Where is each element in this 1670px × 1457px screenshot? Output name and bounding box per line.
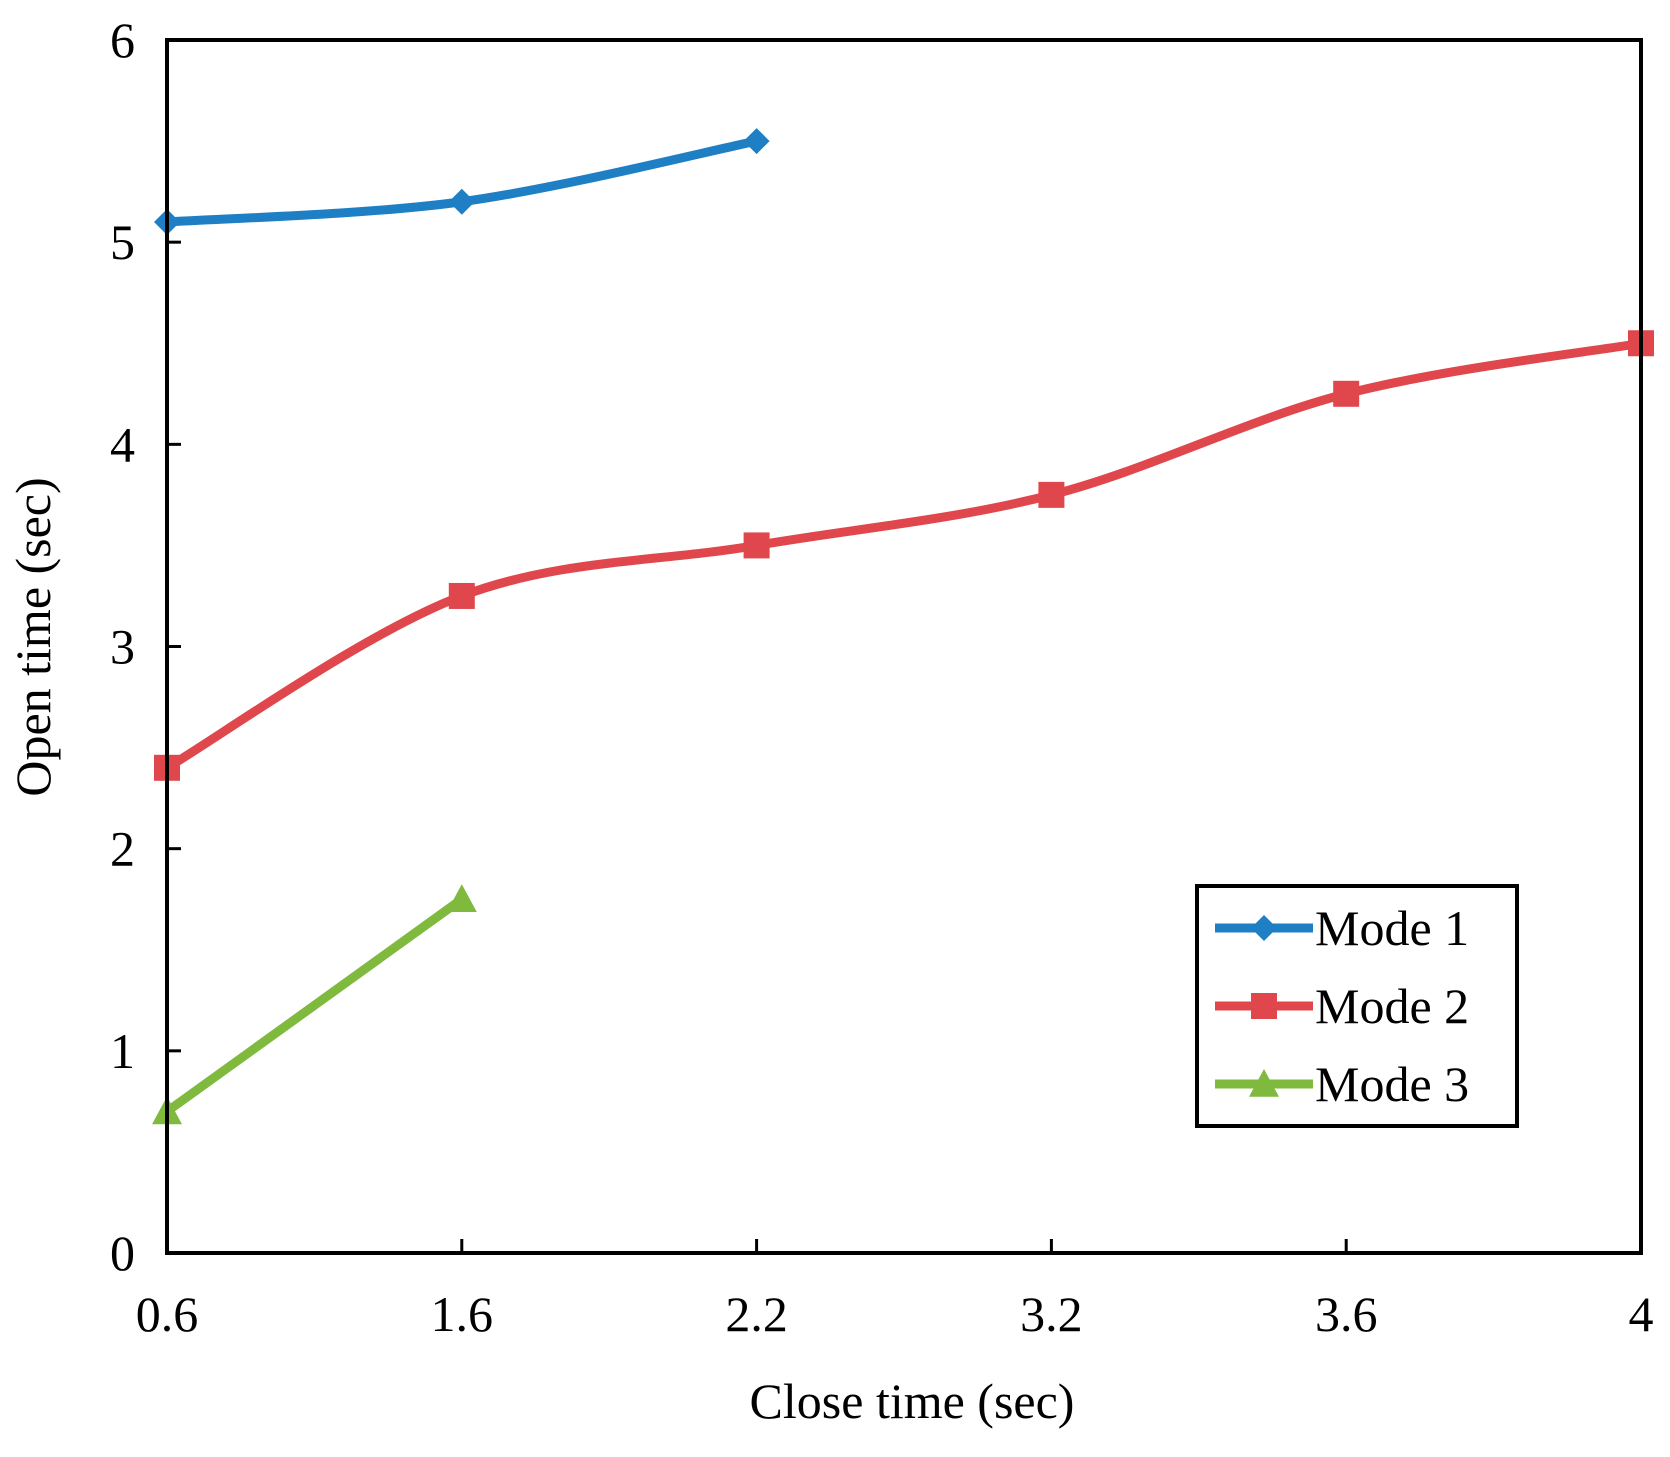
legend-swatch-marker: [1249, 1069, 1279, 1097]
tick-labels: 0 1 2 3 4 5 6 0.6 1.6 2.2 3.2 3.6 4: [110, 12, 1654, 1342]
series-mode-3: [152, 884, 477, 1125]
series-layer: [152, 128, 1654, 1125]
series-line-mode-2: [162, 338, 1646, 773]
series-mode-1: [154, 128, 770, 235]
y-tick-label: 3: [110, 619, 135, 675]
data-point-mode-3: [446, 884, 477, 912]
data-point-mode-2: [743, 532, 770, 559]
legend-item-mode-2: Mode 2: [1215, 978, 1469, 1034]
legend-label: Mode 2: [1315, 978, 1469, 1034]
y-tick-label: 2: [110, 821, 135, 877]
x-tick-label: 2.2: [725, 1286, 788, 1342]
x-tick-label: 1.6: [431, 1286, 494, 1342]
series-line-mode-3: [162, 894, 467, 1116]
data-point-mode-1: [448, 188, 475, 215]
x-tick-label: 0.6: [136, 1286, 199, 1342]
y-axis-title: Open time (sec): [5, 477, 61, 796]
y-tick-label: 5: [110, 214, 135, 270]
x-tick-label: 4: [1629, 1286, 1654, 1342]
data-point-mode-2: [1333, 380, 1360, 407]
x-tick-label: 3.6: [1315, 1286, 1378, 1342]
series-mode-2: [154, 330, 1654, 781]
data-point-mode-2: [448, 582, 475, 609]
legend-item-mode-1: Mode 1: [1215, 900, 1469, 956]
legend-swatch-marker: [1251, 915, 1277, 941]
legend-item-mode-3: Mode 3: [1215, 1056, 1469, 1112]
y-tick-label: 4: [110, 416, 135, 472]
x-tick-label: 3.2: [1020, 1286, 1083, 1342]
y-tick-label: 6: [110, 12, 135, 68]
axes-layer: [165, 38, 1643, 1255]
y-tick-label: 1: [110, 1023, 135, 1079]
legend-label: Mode 3: [1315, 1056, 1469, 1112]
legend: Mode 1 Mode 2 Mode 3: [1195, 884, 1519, 1128]
legend-label: Mode 1: [1315, 900, 1469, 956]
x-axis-title: Close time (sec): [750, 1373, 1075, 1429]
data-point-mode-2: [1038, 481, 1065, 508]
y-tick-label: 0: [110, 1225, 135, 1281]
data-point-mode-1: [743, 128, 770, 155]
legend-swatch-marker: [1251, 993, 1277, 1019]
